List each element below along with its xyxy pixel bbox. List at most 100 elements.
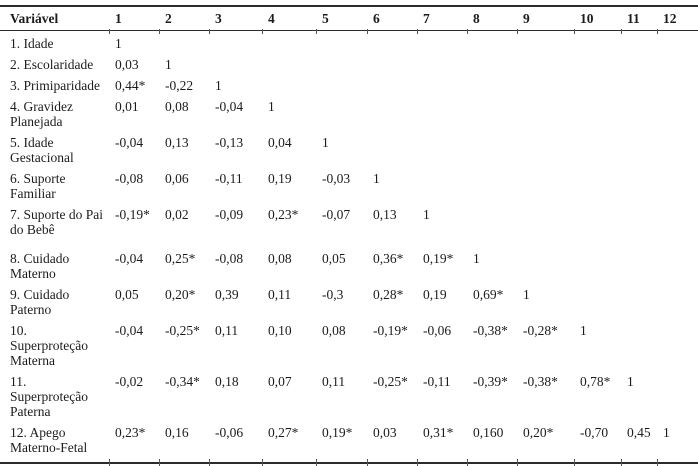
correlation-cell-r6-c6: 1 [373,171,380,186]
correlation-cell-r7-c1: -0,19* [115,207,150,222]
correlation-cell-r4-c1: 0,01 [115,99,139,114]
column-header-10: 10 [574,5,622,35]
correlation-cell-r12-c9: 0,20* [517,422,575,466]
correlation-cell-r12-c12: 1 [657,422,698,466]
correlation-cell-r12-c8: 0,160 [467,422,518,466]
correlation-cell-r1-c4 [263,31,317,55]
correlation-cell-r6-c11 [622,168,658,204]
correlation-cell-r8-c11 [622,240,658,284]
correlation-cell-r3-c2: -0,22 [165,78,194,93]
correlation-cell-r4-c7 [418,96,468,132]
correlation-cell-r7-c11 [622,204,658,240]
correlation-cell-r12-c4: 0,27* [262,422,317,466]
table-row-11: 11. Superproteção Paterna -0,02 -0,34* 0,18… [0,371,698,422]
column-header-12: 12 [657,5,698,35]
row-label: 7. Suporte do Pai do Bebê [10,207,103,237]
correlation-cell-r3-c3: 1 [215,78,222,93]
correlation-cell-r10-c4: 0,10 [268,323,292,338]
correlation-cell-r8-c2: 0,25* [165,251,196,266]
row-label: 8. Cuidado Materno [10,251,70,281]
correlation-cell-r10-c8: -0,38* [473,323,508,338]
correlation-cell-r4-c10 [575,96,622,132]
correlation-cell-r11-c4: 0,07 [268,374,292,389]
correlation-cell-r1-c2 [160,31,210,55]
correlation-cell-r8-c4: 0,08 [268,251,292,266]
correlation-cell-r9-c10 [575,284,622,320]
correlation-cell-r9-c4: 0,11 [268,287,292,302]
correlation-cell-r5-c6 [368,132,418,168]
correlation-cell-r6-c10 [575,168,622,204]
correlation-cell-r6-c1: -0,08 [115,171,144,186]
correlation-cell-r4-c5 [317,96,368,132]
correlation-cell-r5-c8 [468,132,518,168]
correlation-cell-r7-c6: 0,13 [373,207,397,222]
correlation-cell-r5-c11 [622,132,658,168]
correlation-cell-r10-c5: 0,08 [322,323,346,338]
correlation-cell-r4-c3: -0,04 [215,99,244,114]
correlation-cell-r11-c11: 1 [627,374,634,389]
correlation-cell-r6-c3: -0,11 [215,171,243,186]
correlation-cell-r3-c9 [518,75,575,96]
correlation-cell-r5-c4: 0,04 [268,135,292,150]
correlation-cell-r9-c1: 0,05 [115,287,139,302]
correlation-cell-r10-c12 [658,320,698,371]
correlation-cell-r8-c1: -0,04 [115,251,144,266]
column-header-6: 6 [367,5,418,35]
correlation-cell-r6-c4: 0,19 [268,171,292,186]
correlation-cell-r10-c2: -0,25* [165,323,200,338]
correlation-cell-r1-c7 [418,31,468,55]
table-row-9: 9. Cuidado Paterno 0,05 0,20* 0,39 0,11 -0,3 0… [0,284,698,320]
correlation-cell-r6-c8 [468,168,518,204]
correlation-cell-r2-c10 [575,54,622,75]
correlation-cell-r1-c10 [575,31,622,55]
correlation-cell-r10-c10: 1 [580,323,587,338]
correlation-cell-r4-c11 [622,96,658,132]
correlation-cell-r10-c1: -0,04 [115,323,144,338]
correlation-cell-r2-c4 [263,54,317,75]
table-header-row: Variável 1 2 3 4 5 6 7 8 9 10 11 12 [0,5,698,35]
correlation-cell-r6-c5: -0,03 [322,171,351,186]
correlation-cell-r7-c9 [518,204,575,240]
correlation-cell-r2-c9 [518,54,575,75]
row-label: 10. Superproteção Materna [10,323,88,368]
correlation-cell-r9-c12 [658,284,698,320]
column-header-1: 1 [109,5,160,35]
correlation-cell-r1-c8 [468,31,518,55]
table-body: 1. Idade 1 2. Escolaridade 0,03 1 3. Primipar… [0,31,698,466]
correlation-cell-r6-c9 [518,168,575,204]
table-row-10: 10. Superproteção Materna -0,04 -0,25* 0,11… [0,320,698,371]
correlation-cell-r12-c10: -0,70 [574,422,622,466]
correlation-cell-r1-c12 [658,31,698,55]
correlation-cell-r2-c8 [468,54,518,75]
correlation-cell-r7-c8 [468,204,518,240]
correlation-cell-r1-c11 [622,31,658,55]
correlation-cell-r5-c1: -0,04 [115,135,144,150]
correlation-cell-r4-c4: 1 [268,99,275,114]
correlation-cell-r1-c6 [368,31,418,55]
correlation-cell-r11-c1: -0,02 [115,374,144,389]
column-header-8: 8 [467,5,518,35]
table-row-8: 8. Cuidado Materno -0,04 0,25* -0,08 0,08 0,0… [0,240,698,284]
correlation-cell-r12-c6: 0,03 [367,422,418,466]
column-header-variable: Variável [0,5,110,31]
column-header-4: 4 [262,5,317,35]
correlation-cell-r8-c7: 0,19* [423,251,454,266]
correlation-cell-r3-c8 [468,75,518,96]
correlation-cell-r4-c6 [368,96,418,132]
correlation-cell-r7-c12 [658,204,698,240]
correlation-cell-r4-c2: 0,08 [165,99,189,114]
correlation-cell-r3-c1: 0,44* [115,78,146,93]
correlation-cell-r8-c6: 0,36* [373,251,404,266]
correlation-cell-r11-c7: -0,11 [423,374,451,389]
table-row-2: 2. Escolaridade 0,03 1 [0,54,698,75]
correlation-cell-r8-c3: -0,08 [215,251,244,266]
correlation-cell-r7-c4: 0,23* [268,207,299,222]
correlation-cell-r9-c5: -0,3 [322,287,344,302]
correlation-cell-r11-c10: 0,78* [580,374,611,389]
correlation-cell-r5-c9 [518,132,575,168]
correlation-cell-r5-c2: 0,13 [165,135,189,150]
correlation-cell-r12-c1: 0,23* [109,422,160,466]
correlation-cell-r2-c12 [658,54,698,75]
table-row-12: 12. Apego Materno-Fetal 0,23* 0,16 -0,06 0,2… [0,422,698,466]
correlation-cell-r2-c5 [317,54,368,75]
